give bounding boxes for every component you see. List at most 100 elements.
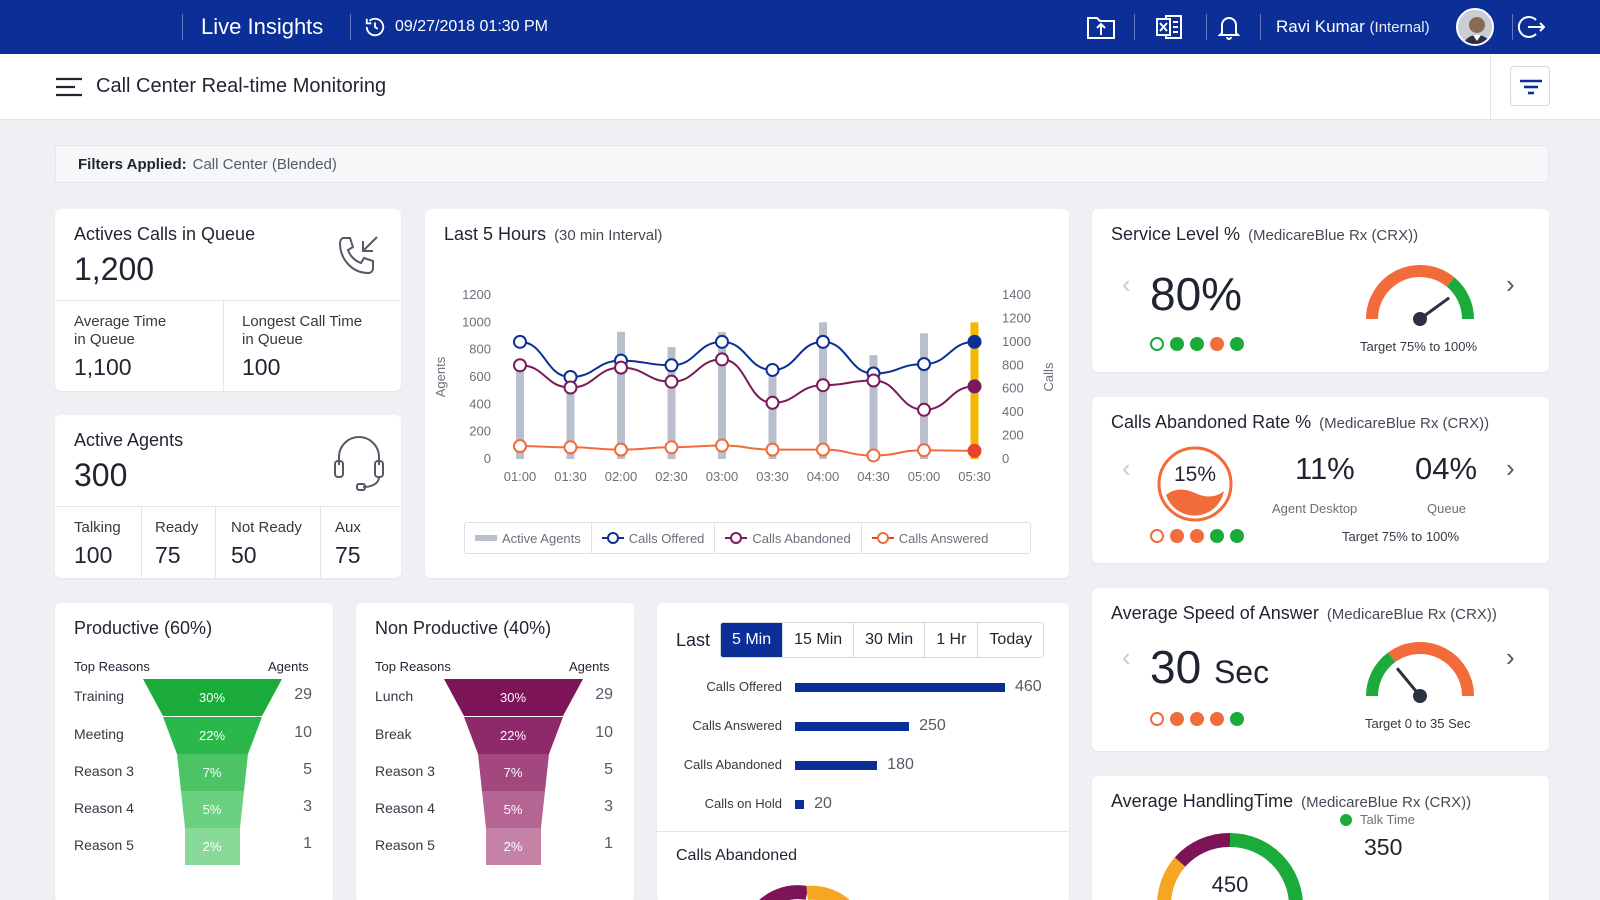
divider [1206,14,1207,40]
next-arrow-icon[interactable]: › [1506,642,1515,672]
speed-of-answer-card: Average Speed of Answer (MedicareBlue Rx … [1092,588,1549,751]
gauge-arc [1366,652,1396,697]
data-point [513,439,527,454]
tab-1-hr[interactable]: 1 Hr [925,623,979,657]
funnel-percent: 7% [504,765,523,780]
funnel-percent: 5% [203,802,222,817]
data-point [614,360,628,375]
calls-in-queue-value: 1,200 [74,251,155,287]
funnel-row-label: Reason 3 [74,763,134,779]
target-text: Target 75% to 100% [1342,529,1460,544]
logout-icon[interactable] [1516,13,1546,41]
calls-abandoned-title: Calls Abandoned [676,847,797,864]
page-title: Call Center Real-time Monitoring [96,75,387,97]
divider [1260,14,1261,40]
talk-time-label: Talk Time [1360,812,1415,827]
x-tick-label: 02:30 [655,469,688,484]
queue-value: 04% [1415,451,1478,486]
status-dot [1190,712,1204,726]
tab-15-min[interactable]: 15 Min [783,623,855,657]
stat-bar [795,800,805,809]
agents-bar [667,346,676,459]
y2-tick-label: 0 [1002,451,1009,466]
calls-abandoned-donut [759,885,850,900]
y2-tick-label: 200 [1002,428,1024,443]
card-title: Average Speed of Answer (MedicareBlue Rx … [1111,603,1497,623]
legend-item[interactable]: Calls Offered [592,523,716,553]
status-dot [1190,337,1204,351]
funnel-segment [482,791,545,828]
data-point [816,442,830,457]
data-point [866,373,881,388]
avg-time-label: Average Time in Queue [74,313,167,348]
bar-value: 460 [1015,678,1042,695]
legend-item[interactable]: Active Agents [465,523,592,553]
status-dot [1170,712,1184,726]
filter-button[interactable] [1510,66,1550,106]
history-icon[interactable] [364,16,386,38]
data-point [967,443,982,458]
next-arrow-icon[interactable]: › [1506,453,1515,483]
funnel-row-value: 5 [303,761,312,778]
data-point [917,357,931,372]
column-header-reasons: Top Reasons [74,659,150,674]
status-dot [1190,529,1204,543]
card-title: Average HandlingTime (MedicareBlue Rx (CR… [1111,791,1472,811]
user-avatar-icon [1458,10,1492,44]
hamburger-menu-icon[interactable] [55,76,83,98]
line-chart: 0 200 400 600 800 1000 1200 0 200 400 600 800 1000 12… [433,287,1056,484]
data-point [917,402,931,417]
service-level-gauge [1366,265,1474,326]
chart-title: Last 5 Hours (30 min Interval) [444,224,663,244]
funnel-segment [185,828,240,865]
tab-30-min[interactable]: 30 Min [854,623,926,657]
prev-arrow-icon[interactable]: ‹ [1122,642,1131,672]
prev-arrow-icon[interactable]: ‹ [1122,269,1131,299]
funnel-row-value: 3 [303,798,312,815]
funnel-chart: 30% 22% 7% 5% 2% [444,679,583,865]
user-role: (Internal) [1369,19,1430,36]
target-text: Target 75% to 100% [1360,339,1478,354]
funnel-segment [486,828,541,865]
status-dots [1150,712,1244,726]
y-tick-label: 800 [469,342,491,357]
data-point [664,440,679,455]
tab-today[interactable]: Today [978,623,1044,657]
divider [1134,14,1135,40]
legend-item[interactable]: Calls Answered [862,523,999,553]
filter-icon [1520,79,1542,95]
bar-label: Calls Answered [692,718,782,733]
divider [657,831,1069,832]
notification-bell-icon[interactable] [1214,13,1244,41]
gauge-arc [1388,642,1474,697]
card-title: Service Level % (MedicareBlue Rx (CRX)) [1111,224,1419,244]
data-point [664,358,679,373]
funnel-row-value: 1 [604,835,613,852]
stat-bar [795,722,910,731]
agent-desktop-label: Agent Desktop [1272,501,1358,516]
legend-line-icon [725,532,748,544]
funnel-percent: 2% [203,839,222,854]
next-arrow-icon[interactable]: › [1506,269,1515,299]
data-point [866,448,881,463]
x-tick-label: 04:30 [857,469,890,484]
agent-stat-value: 50 [231,542,257,568]
prev-arrow-icon[interactable]: ‹ [1122,453,1131,483]
agent-stat-label: Aux [335,519,361,536]
datetime: 09/27/2018 01:30 PM [395,18,549,35]
avg-time-value: 1,100 [74,354,132,380]
tab-5-min[interactable]: 5 Min [721,623,784,657]
bar-label: Calls Abandoned [683,757,782,772]
handling-time-value: 450 [1211,872,1249,897]
ring-value: 15% [1173,463,1217,486]
y2-tick-label: 400 [1002,404,1024,419]
legend-item[interactable]: Calls Abandoned [715,523,862,553]
excel-icon[interactable] [1154,13,1184,41]
upload-folder-icon[interactable] [1086,13,1116,41]
series-line-calls-answered [519,444,975,457]
avatar[interactable] [1456,8,1494,46]
y-axis-label: Agents [433,356,448,397]
data-point [563,440,578,455]
user-menu[interactable]: Ravi Kumar (Internal) [1276,17,1430,37]
funnel-segment [464,717,563,754]
